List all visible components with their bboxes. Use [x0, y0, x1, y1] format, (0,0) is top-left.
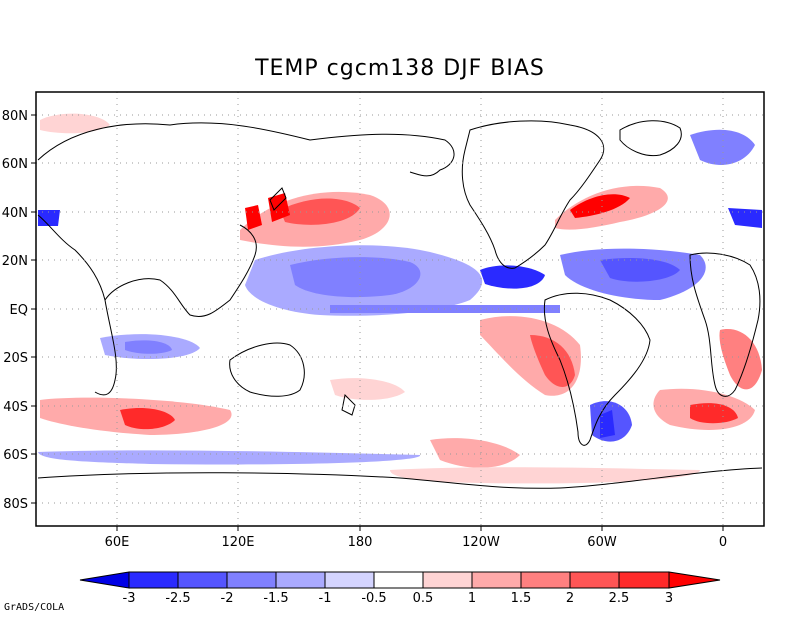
lon-label: 120W: [462, 535, 500, 550]
colorbar-label: -2.5: [165, 591, 190, 606]
colorbar-labels: -3 -2.5 -2 -1.5 -1 -0.5 0.5 1 1.5 2 2.5 …: [123, 591, 674, 606]
colorbar-label: 1.5: [511, 591, 532, 606]
graticule: [36, 92, 764, 526]
axis-ticks: [31, 114, 724, 531]
colorbar-label: 3: [665, 591, 673, 606]
colorbar-label: -1: [319, 591, 332, 606]
colorbar-segment: [79, 571, 130, 589]
credit-label: GrADS/COLA: [4, 602, 65, 613]
lon-label: 60W: [587, 535, 617, 550]
colorbar-label: 2: [566, 591, 574, 606]
lat-label: 40N: [2, 206, 28, 221]
anomaly-shading: [38, 113, 762, 484]
colorbar-segment: [324, 571, 375, 589]
lon-label: 180: [348, 535, 373, 550]
colorbar-segment: [668, 571, 721, 589]
lat-label: EQ: [10, 303, 28, 318]
colorbar-label: -2: [221, 591, 234, 606]
lon-label: 60E: [105, 535, 130, 550]
lat-label: 60S: [3, 448, 28, 463]
colorbar-segment: [128, 571, 179, 589]
lon-label: 120E: [221, 535, 254, 550]
colorbar-label: -1.5: [263, 591, 288, 606]
colorbar-segment: [471, 571, 522, 589]
colorbar-label: 1: [468, 591, 476, 606]
lat-label: 80N: [2, 109, 28, 124]
colorbar-segment: [177, 571, 228, 589]
lat-label: 20N: [2, 254, 28, 269]
coastlines: [37, 120, 763, 489]
plot-title: TEMP cgcm138 DJF BIAS: [255, 56, 545, 81]
lat-label: 20S: [3, 351, 28, 366]
colorbar-segment: [275, 571, 326, 589]
colorbar-label: -0.5: [361, 591, 386, 606]
colorbar-label: 0.5: [413, 591, 434, 606]
colorbar-segment: [618, 571, 670, 589]
lon-labels: 60E 120E 180 120W 60W 0: [105, 535, 728, 550]
colorbar-segment: [569, 571, 620, 589]
lon-label: 0: [719, 535, 727, 550]
colorbar-segment: [226, 571, 277, 589]
lat-label: 80S: [3, 497, 28, 512]
lat-labels: 80N 60N 40N 20N EQ 20S 40S 60S 80S: [2, 109, 28, 512]
lat-label: 40S: [3, 400, 28, 415]
colorbar-segment: [520, 571, 571, 589]
colorbar-segment: [422, 571, 473, 589]
colorbar-segment: [373, 571, 424, 589]
colorbar-label: 2.5: [609, 591, 630, 606]
colorbar-label: -3: [123, 591, 136, 606]
lat-label: 60N: [2, 157, 28, 172]
colorbar: [79, 571, 721, 589]
